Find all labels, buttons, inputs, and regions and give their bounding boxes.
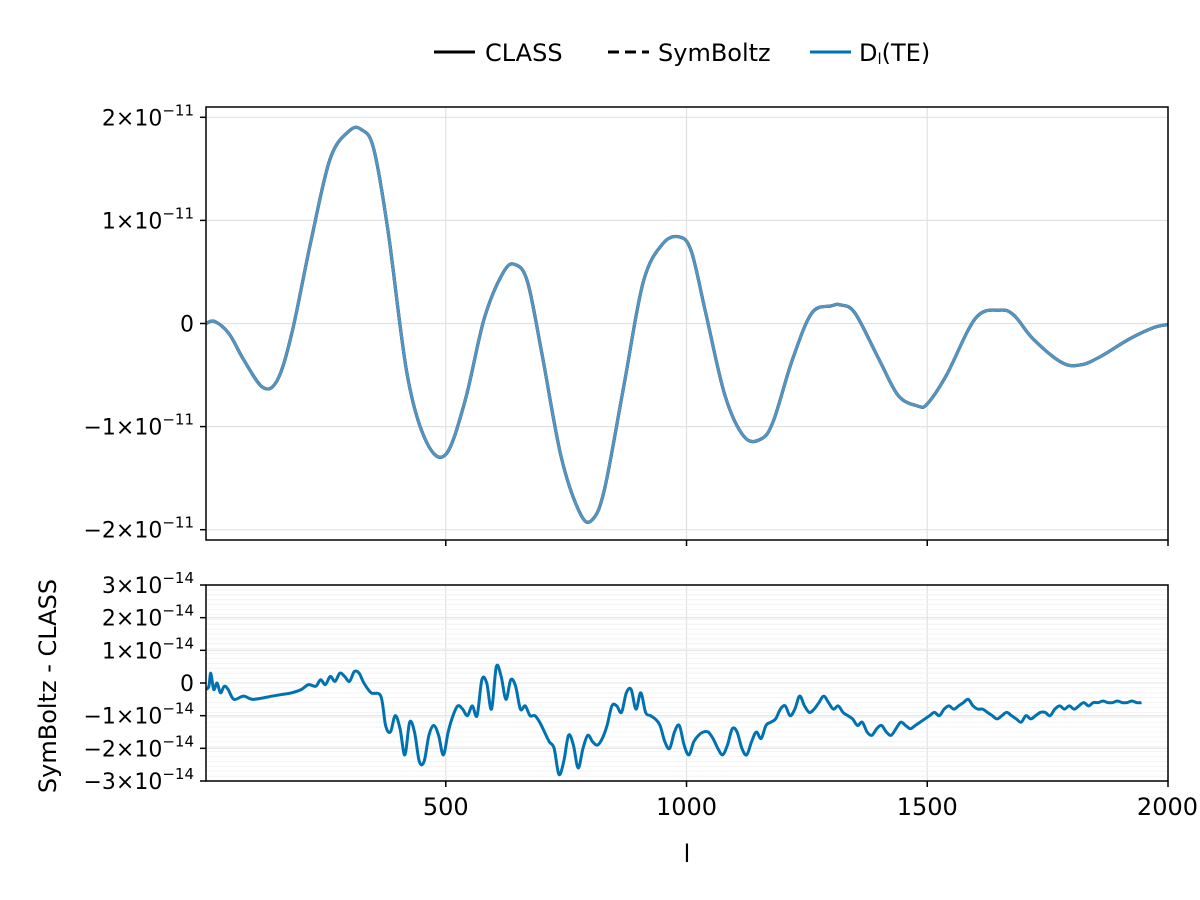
y-tick-label: −1×10−14 [83, 700, 194, 730]
y-tick-label: −2×10−14 [83, 732, 194, 762]
y-axis-label-bottom: SymBoltz - CLASS [34, 579, 62, 793]
y-tick-label: −1×10−11 [83, 411, 194, 441]
x-tick-label: 1000 [656, 793, 717, 821]
y-tick-label: 0 [180, 672, 194, 697]
bottom-lines [206, 663, 1142, 777]
x-axis-label: l [684, 840, 691, 868]
x-tick-label: 2000 [1137, 793, 1198, 821]
top-panel: 2×10−11 1×10−11 0 −1×10−11 −2×10−11 [83, 101, 1169, 546]
series-difference-line [206, 663, 1142, 777]
bottom-panel: 3×10−142×10−141×10−14 0 −1×10−14−2×10−14−3… [34, 569, 1198, 868]
legend-label-dl: Dl(TE) [859, 39, 930, 68]
legend-label-symboltz: SymBoltz [658, 39, 771, 67]
bottom-grid [206, 584, 1169, 782]
y-tick-label: 1×10−14 [102, 634, 194, 664]
legend: CLASS SymBoltz Dl(TE) [434, 39, 930, 68]
y-tick-label: −3×10−14 [83, 765, 194, 795]
y-tick-label: 2×10−14 [102, 602, 194, 632]
y-tick-label: 2×10−11 [102, 101, 194, 131]
top-yticks: 2×10−11 1×10−11 0 −1×10−11 −2×10−11 [83, 101, 206, 544]
bottom-xticks: 500 1000 1500 2000 [423, 781, 1198, 821]
x-tick-label: 500 [423, 793, 469, 821]
y-tick-label: 3×10−14 [102, 569, 194, 599]
top-lines [206, 125, 1168, 524]
y-tick-label: 1×10−11 [102, 204, 194, 234]
series-dl-te-line [206, 125, 1168, 524]
x-tick-label: 1500 [897, 793, 958, 821]
legend-label-class: CLASS [485, 39, 563, 67]
y-tick-label: 0 [180, 313, 194, 338]
bottom-yticks: 3×10−142×10−141×10−14 0 −1×10−14−2×10−14−3… [83, 569, 206, 795]
y-tick-label: −2×10−11 [83, 514, 194, 544]
top-xticks [445, 540, 1169, 546]
top-grid [206, 107, 1169, 540]
